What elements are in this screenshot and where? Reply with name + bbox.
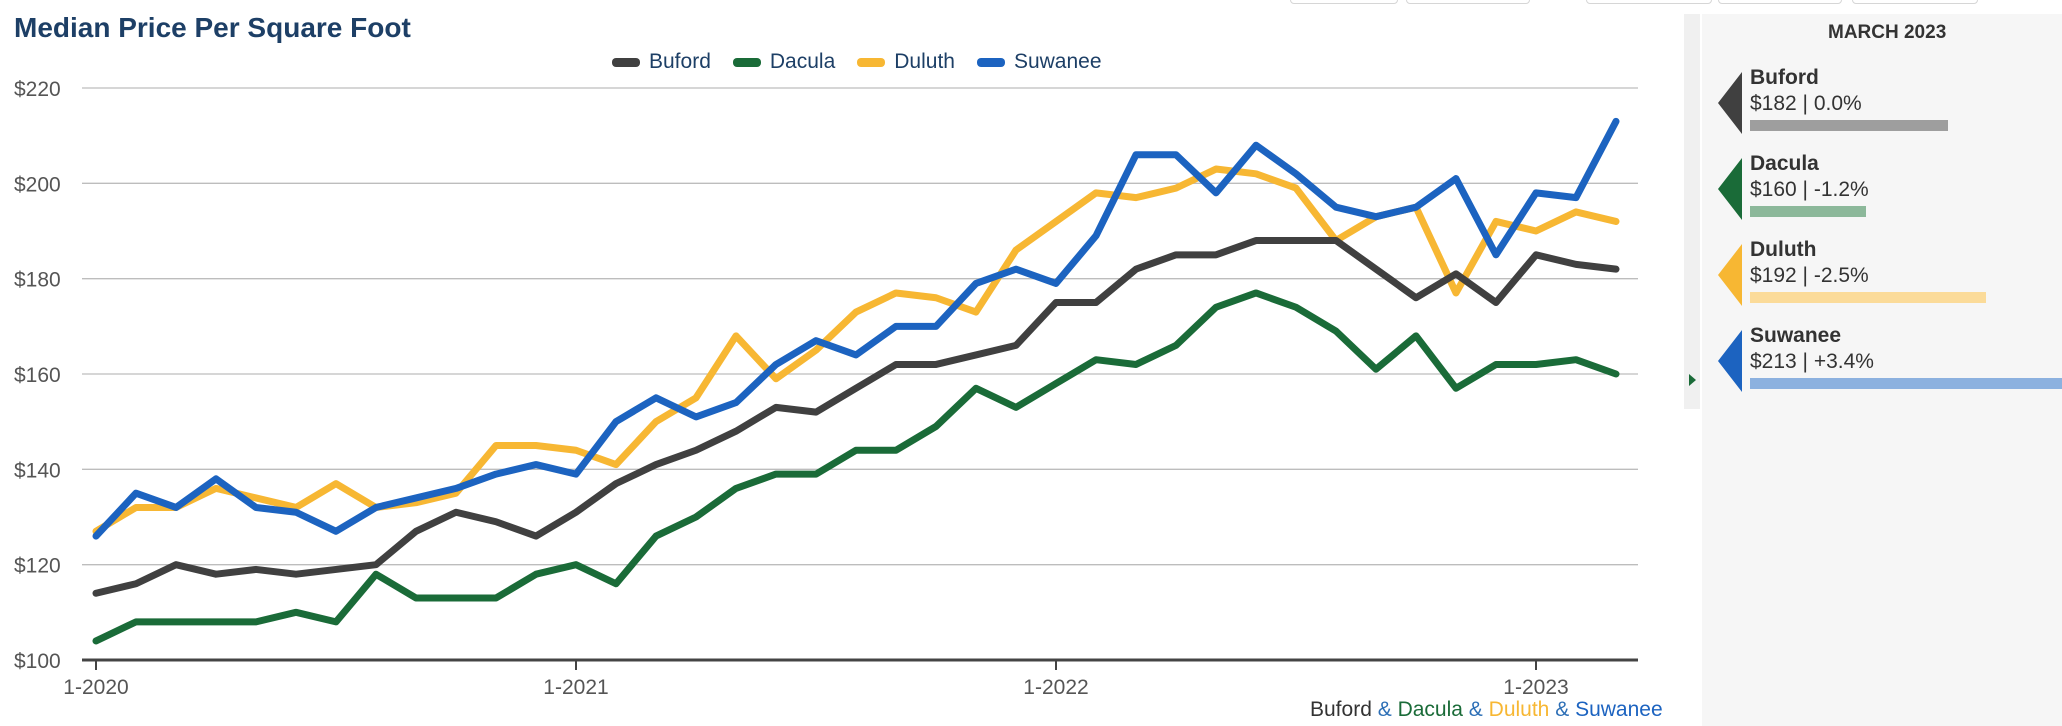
- panel-title: MARCH 2023: [1828, 22, 1947, 43]
- y-tick-label: $160: [14, 364, 61, 387]
- series-line-buford[interactable]: [92, 237, 1620, 597]
- legend-label-duluth: Duluth: [894, 50, 955, 73]
- city-card-name: Dacula: [1750, 152, 1819, 175]
- city-card-bar: [1750, 378, 2062, 389]
- city-card-duluth[interactable]: Duluth $192 | -2.5%: [1718, 236, 2062, 314]
- y-tick-label: $180: [14, 269, 61, 292]
- x-tick-label: 1-2021: [543, 676, 608, 699]
- x-tick-label: 1-2023: [1503, 676, 1568, 699]
- y-tick-label: $140: [14, 459, 61, 482]
- city-card-name: Suwanee: [1750, 324, 1842, 347]
- series-line-duluth[interactable]: [92, 165, 1620, 535]
- city-card-bar: [1750, 206, 1866, 217]
- top-tab-5[interactable]: [1852, 0, 1978, 4]
- chart-legend: Buford Dacula Duluth Suwanee: [612, 50, 1102, 74]
- chevron-right-icon: [1689, 374, 1696, 386]
- legend-swatch-dacula: [732, 57, 761, 67]
- legend-swatch-duluth: [857, 57, 886, 67]
- footer-city-dacula: Dacula: [1397, 698, 1463, 721]
- footer-separator: &: [1468, 698, 1483, 721]
- series-line-suwanee[interactable]: [92, 117, 1620, 540]
- pointer-icon: [1718, 72, 1742, 134]
- legend-item-buford[interactable]: Buford: [612, 50, 711, 74]
- panel-toggle-button[interactable]: [1684, 14, 1700, 409]
- city-card-stat: $160 | -1.2%: [1750, 178, 1869, 201]
- y-tick-label: $120: [14, 555, 61, 578]
- legend-swatch-buford: [612, 57, 640, 67]
- x-tick-label: 1-2020: [63, 676, 128, 699]
- y-tick-label: $200: [14, 173, 61, 196]
- side-panel: [1702, 14, 2062, 726]
- series-line-dacula[interactable]: [92, 289, 1620, 645]
- city-card-name: Buford: [1750, 66, 1819, 89]
- chart-title: Median Price Per Square Foot: [14, 12, 411, 43]
- line-chart: $100 $120 $140 $160 $180 $200 $220 1-2020 1-2021…: [14, 78, 1638, 699]
- footer-separator: &: [1555, 698, 1570, 721]
- city-card-stat: $213 | +3.4%: [1750, 350, 1874, 373]
- legend-swatch-suwanee: [976, 57, 1005, 67]
- pointer-icon: [1718, 244, 1742, 306]
- footer-city-duluth: Duluth: [1488, 698, 1550, 721]
- city-card-dacula[interactable]: Dacula $160 | -1.2%: [1718, 150, 2062, 228]
- pointer-icon: [1718, 158, 1742, 220]
- city-card-bar: [1750, 292, 1986, 303]
- legend-item-dacula[interactable]: Dacula: [732, 50, 836, 74]
- city-card-stat: $182 | 0.0%: [1750, 92, 1862, 115]
- footer-city-buford: Buford: [1310, 698, 1372, 721]
- top-tab-4[interactable]: [1718, 0, 1842, 4]
- legend-label-dacula: Dacula: [769, 50, 836, 73]
- y-tick-label: $220: [14, 78, 61, 101]
- x-tick-label: 1-2022: [1023, 676, 1088, 699]
- city-card-bar: [1750, 120, 1948, 131]
- legend-label-suwanee: Suwanee: [1013, 50, 1102, 73]
- legend-item-suwanee[interactable]: Suwanee: [976, 50, 1102, 74]
- city-card-buford[interactable]: Buford $182 | 0.0%: [1718, 64, 2062, 142]
- city-card-name: Duluth: [1750, 238, 1817, 261]
- pointer-icon: [1718, 330, 1742, 392]
- legend-label-buford: Buford: [649, 50, 711, 73]
- footer-city-suwanee: Suwanee: [1575, 698, 1663, 721]
- footer-separator: &: [1377, 698, 1392, 721]
- y-tick-label: $100: [14, 650, 61, 673]
- city-card-suwanee[interactable]: Suwanee $213 | +3.4%: [1718, 322, 2062, 400]
- legend-item-duluth[interactable]: Duluth: [857, 50, 955, 74]
- footer-city-list: Buford & Dacula & Duluth & Suwanee: [1310, 698, 1663, 722]
- city-card-stat: $192 | -2.5%: [1750, 264, 1869, 287]
